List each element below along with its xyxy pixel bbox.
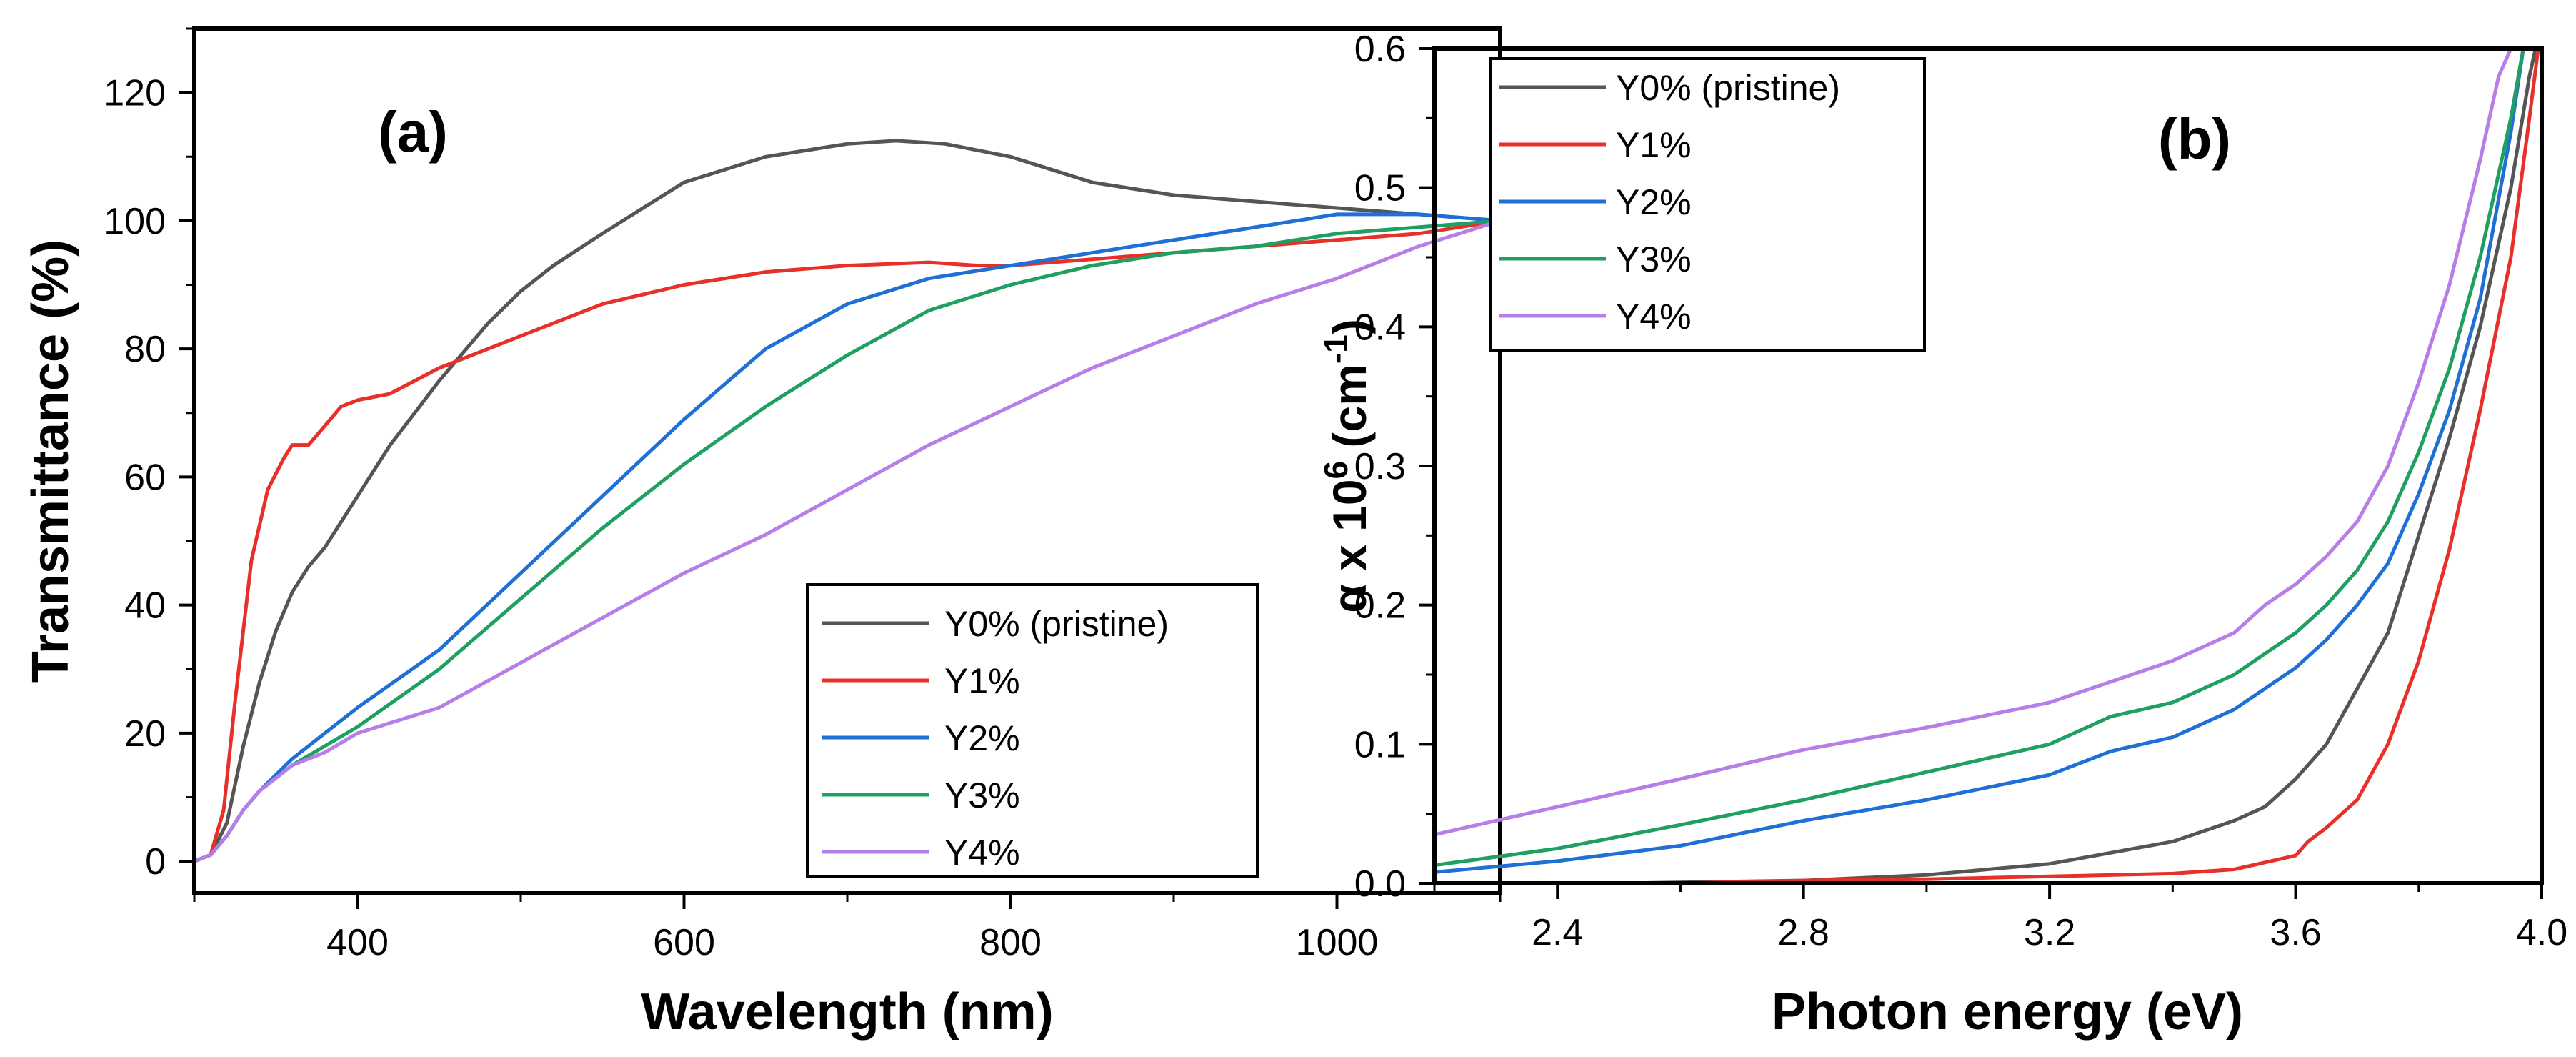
y-tick-label: 20 [124, 713, 166, 755]
panel-b-y-axis-title-unit-exp: -1 [1317, 334, 1354, 364]
legend-label: Y1% [1616, 125, 1692, 165]
y-tick-label: 0.6 [1354, 29, 1406, 70]
panel-b-y-axis-title-close: ) [1323, 319, 1376, 334]
x-tick-label: 1000 [1296, 922, 1379, 963]
panel-a-y-axis-title: Transmittance (%) [22, 239, 79, 683]
x-tick-label: 800 [979, 922, 1042, 963]
panel-b-series-group [1434, 49, 2540, 883]
y-tick-label: 0.0 [1354, 863, 1406, 905]
x-tick-label: 400 [326, 922, 389, 963]
y-tick-label: 80 [124, 329, 166, 370]
y-tick-label: 0.5 [1354, 168, 1406, 209]
panel-b-y-axis-title-unit: (cm [1323, 364, 1376, 461]
series-line-y1 [1434, 49, 2540, 883]
legend-label: Y0% (pristine) [944, 604, 1169, 644]
panel-a-frame [192, 26, 1502, 895]
legend-label: Y3% [1616, 239, 1692, 279]
y-tick-label: 0.1 [1354, 724, 1406, 765]
y-tick-label: 0.2 [1354, 585, 1406, 627]
y-tick-label: 120 [104, 73, 166, 114]
panel-a-chart: 400 600 800 1000 0 20 40 60 80 100 120 (a) Wavelen… [22, 26, 1502, 1041]
series-line-y4 [1434, 49, 2513, 837]
x-tick-label: 600 [653, 922, 715, 963]
series-line-y2 [1434, 49, 2525, 874]
panel-a-legend-box [806, 583, 1259, 878]
panel-b-ticks: 2.4 2.8 3.2 3.6 4.0 0.0 0.1 0.2 0.3 0.4 0.5 0.6 [1354, 29, 2567, 953]
y-tick-label: 0 [145, 841, 166, 883]
legend-label: Y4% [944, 833, 1020, 873]
y-tick-label: 0.4 [1354, 307, 1406, 348]
panel-b-frame [1432, 46, 2544, 885]
panel-b-legend-box [1489, 57, 1926, 352]
x-tick-label: 4.0 [2516, 912, 2567, 953]
legend-label: Y3% [944, 775, 1020, 815]
legend-label: Y0% (pristine) [1616, 68, 1840, 108]
legend-label: Y2% [1616, 182, 1692, 222]
legend-label: Y1% [944, 661, 1020, 701]
panel-a-ticks: 400 600 800 1000 0 20 40 60 80 100 120 [104, 27, 1502, 963]
legend-label: Y2% [944, 718, 1020, 758]
panel-b-y-axis-title-exp: 6 [1317, 461, 1354, 480]
panel-b-y-axis-title: α x 106 (cm-1) [1317, 319, 1376, 613]
x-tick-label: 3.2 [2024, 912, 2075, 953]
panel-a-series-group [194, 139, 1500, 863]
x-tick-label: 2.4 [1532, 912, 1583, 953]
y-tick-label: 40 [124, 585, 166, 627]
panel-b-chart: 2.4 2.8 3.2 3.6 4.0 0.0 0.1 0.2 0.3 0.4 0.5 0.6 (b)… [1317, 29, 2567, 1041]
panel-b-y-axis-title-prefix: α x 10 [1323, 479, 1376, 612]
panel-b-label: (b) [2158, 107, 2231, 171]
x-tick-label: 2.8 [1778, 912, 1829, 953]
panel-a-legend: Y0% (pristine) Y1% Y2% Y3% Y4% [806, 583, 1259, 878]
series-line-y0-pristine [1434, 49, 2537, 883]
legend-label: Y4% [1616, 297, 1692, 337]
panel-a-label: (a) [378, 100, 448, 164]
series-line-y0-pristine [194, 139, 1500, 863]
panel-b-legend: Y0% (pristine) Y1% Y2% Y3% Y4% [1489, 57, 1926, 352]
series-line-y3 [1434, 49, 2525, 868]
y-tick-label: 60 [124, 457, 166, 498]
x-tick-label: 3.6 [2270, 912, 2321, 953]
series-line-y4 [194, 219, 1500, 863]
panel-b-x-axis-title: Photon energy (eV) [1772, 983, 2243, 1041]
series-line-y1 [194, 219, 1500, 863]
y-tick-label: 0.3 [1354, 446, 1406, 487]
panel-a-x-axis-title: Wavelength (nm) [641, 983, 1053, 1041]
y-tick-label: 100 [104, 201, 166, 242]
